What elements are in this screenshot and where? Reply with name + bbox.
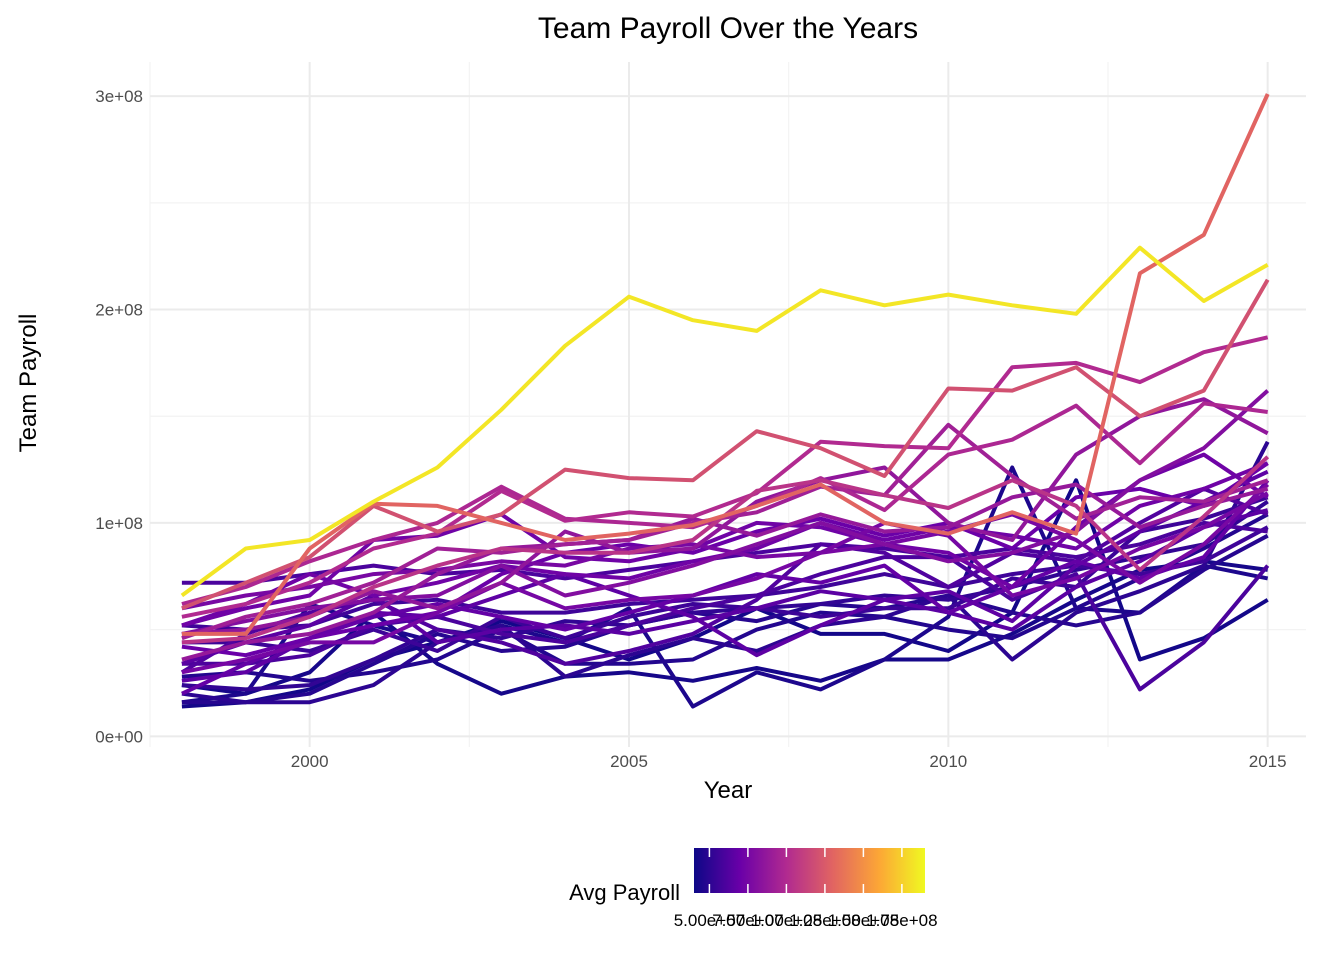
legend-tick-label: 7.50e+07 [712, 911, 783, 930]
x-tick-label: 2015 [1249, 752, 1287, 771]
legend-tick-label: 1.25e+08 [789, 911, 860, 930]
legend-title: Avg Payroll [569, 880, 680, 905]
series-line [181, 483, 1270, 611]
y-tick-label: 3e+08 [95, 87, 143, 106]
series-layer [180, 93, 1270, 709]
chart-title: Team Payroll Over the Years [538, 12, 918, 45]
series-line [181, 397, 1269, 636]
legend-tick-label: 1.50e+08 [828, 911, 899, 930]
y-tick-label: 0e+00 [95, 727, 143, 746]
series-line [181, 525, 1269, 632]
legend-colorbar [694, 848, 925, 893]
series-line [181, 389, 1270, 636]
series-line [181, 495, 1269, 653]
y-axis-title: Team Payroll [15, 314, 42, 453]
legend-tick-label: 1.75e+08 [866, 911, 937, 930]
legend-tick-label: 5.00e+07 [674, 911, 745, 930]
x-tick-label: 2005 [610, 752, 648, 771]
series-line [181, 491, 1269, 675]
x-axis-ticks: 2000 2005 2010 2015 [291, 752, 1287, 771]
series-line [181, 479, 1270, 696]
color-legend: Avg Payroll 5.00e+077.50e+071.00e+081.25… [569, 848, 938, 930]
series-line [181, 93, 1270, 636]
x-tick-label: 2010 [929, 752, 967, 771]
legend-tick-label: 1.00e+08 [751, 911, 822, 930]
y-axis-ticks: 0e+00 1e+08 2e+08 3e+08 [95, 87, 143, 746]
x-tick-label: 2000 [291, 752, 329, 771]
y-tick-label: 2e+08 [95, 301, 143, 320]
y-tick-label: 1e+08 [95, 514, 143, 533]
series-line [181, 335, 1269, 619]
legend-ticks: 5.00e+077.50e+071.00e+081.25e+081.50e+08… [674, 848, 938, 930]
series-line [181, 278, 1270, 611]
series-line [180, 245, 1269, 598]
series-line [181, 440, 1270, 705]
series-line [181, 555, 1270, 692]
x-axis-title: Year [704, 777, 753, 804]
